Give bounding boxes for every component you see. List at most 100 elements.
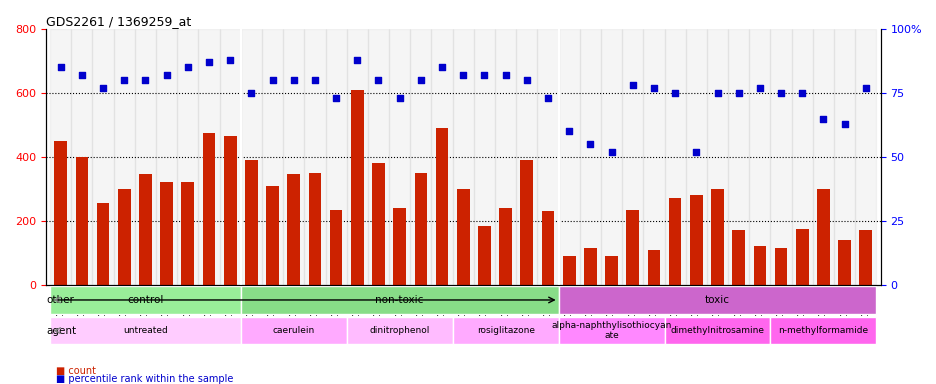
Bar [494, 29, 516, 285]
Point [307, 77, 322, 83]
Bar [76, 157, 88, 285]
Bar [626, 210, 638, 285]
Point [836, 121, 851, 127]
Text: agent: agent [46, 326, 77, 336]
Point [604, 149, 619, 155]
Bar [732, 230, 744, 285]
Bar [499, 208, 511, 285]
Bar [346, 29, 368, 285]
Text: untreated: untreated [123, 326, 168, 335]
Bar [139, 174, 152, 285]
Bar [351, 90, 363, 285]
Bar [457, 189, 469, 285]
Bar [113, 29, 135, 285]
Point [709, 90, 724, 96]
Bar [600, 29, 622, 285]
Bar [435, 128, 448, 285]
Point [646, 85, 661, 91]
Point [180, 65, 195, 71]
Bar [579, 29, 600, 285]
Text: alpha-naphthylisothiocyan
ate: alpha-naphthylisothiocyan ate [550, 321, 671, 340]
Bar [96, 203, 110, 285]
Bar [198, 29, 219, 285]
Bar [262, 29, 283, 285]
FancyBboxPatch shape [241, 286, 558, 314]
Bar [431, 29, 452, 285]
Text: caerulein: caerulein [272, 326, 314, 335]
Point [392, 95, 407, 101]
FancyBboxPatch shape [452, 317, 558, 344]
Bar [325, 29, 346, 285]
Text: non-toxic: non-toxic [375, 295, 423, 305]
Bar [791, 29, 812, 285]
FancyBboxPatch shape [241, 317, 346, 344]
Text: dimethylnitrosamine: dimethylnitrosamine [670, 326, 764, 335]
Bar [329, 210, 343, 285]
Point [519, 77, 534, 83]
Bar [833, 29, 855, 285]
Bar [727, 29, 749, 285]
Text: ■ percentile rank within the sample: ■ percentile rank within the sample [56, 374, 233, 384]
Point [730, 90, 745, 96]
Bar [622, 29, 643, 285]
Point [540, 95, 555, 101]
Bar [838, 240, 850, 285]
FancyBboxPatch shape [50, 286, 241, 314]
Point [815, 116, 830, 122]
Bar [241, 29, 262, 285]
Point [561, 128, 576, 134]
Point [159, 72, 174, 78]
Bar [749, 29, 769, 285]
Bar [583, 248, 596, 285]
Bar [563, 256, 575, 285]
Point [201, 59, 216, 65]
Text: ■ count: ■ count [56, 366, 96, 376]
Text: n-methylformamide: n-methylformamide [778, 326, 868, 335]
Bar [71, 29, 93, 285]
Bar [664, 29, 685, 285]
FancyBboxPatch shape [558, 286, 875, 314]
Bar [647, 250, 660, 285]
Bar [706, 29, 727, 285]
Bar [393, 208, 405, 285]
Bar [474, 29, 494, 285]
Point [455, 72, 470, 78]
Bar [710, 189, 724, 285]
Point [349, 57, 364, 63]
Bar [753, 246, 766, 285]
Bar [54, 141, 67, 285]
Bar [668, 199, 680, 285]
Point [857, 85, 872, 91]
Point [413, 77, 428, 83]
Bar [816, 189, 829, 285]
Bar [452, 29, 474, 285]
Bar [689, 195, 702, 285]
Bar [177, 29, 198, 285]
Bar [156, 29, 177, 285]
Text: GDS2261 / 1369259_at: GDS2261 / 1369259_at [46, 15, 191, 28]
Bar [477, 225, 490, 285]
FancyBboxPatch shape [558, 317, 664, 344]
FancyBboxPatch shape [769, 317, 875, 344]
Bar [368, 29, 388, 285]
Bar [283, 29, 304, 285]
Bar [93, 29, 113, 285]
Point [117, 77, 132, 83]
Point [434, 65, 449, 71]
Bar [414, 173, 427, 285]
Bar [135, 29, 156, 285]
Point [794, 90, 809, 96]
FancyBboxPatch shape [664, 317, 769, 344]
Point [53, 65, 68, 71]
FancyBboxPatch shape [50, 317, 241, 344]
Bar [795, 229, 808, 285]
Bar [287, 174, 300, 285]
Text: control: control [127, 295, 164, 305]
Point [752, 85, 767, 91]
Bar [160, 182, 173, 285]
Bar [304, 29, 325, 285]
Bar [558, 29, 579, 285]
FancyBboxPatch shape [346, 317, 452, 344]
Point [285, 77, 300, 83]
Text: dinitrophenol: dinitrophenol [369, 326, 430, 335]
